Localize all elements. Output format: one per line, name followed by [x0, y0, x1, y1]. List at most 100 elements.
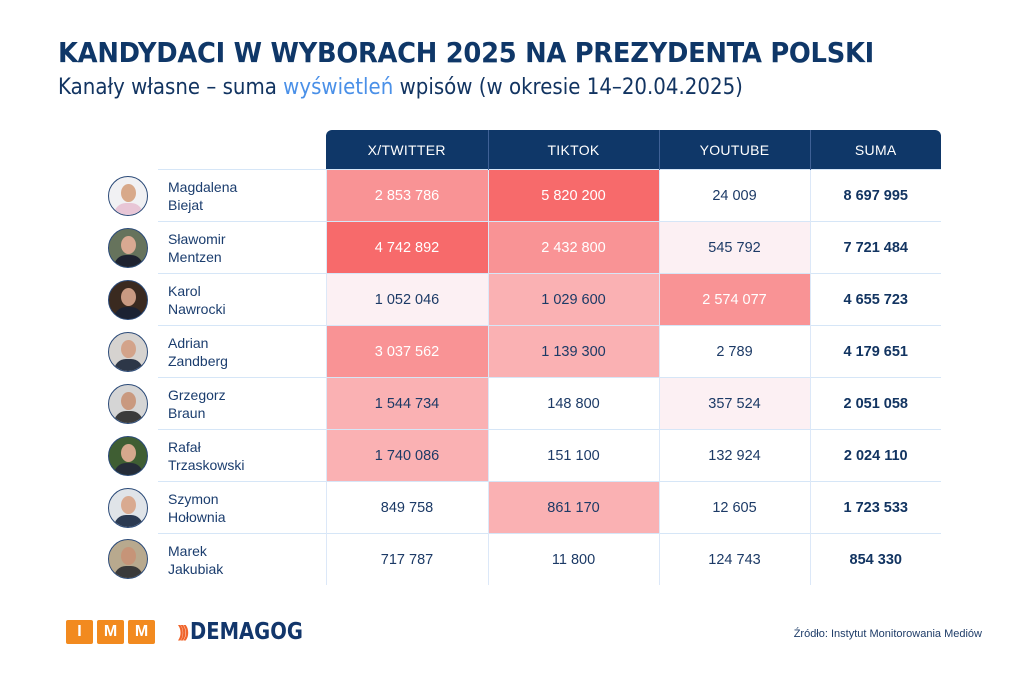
avatar-body-shape [114, 410, 143, 423]
table-row: Szymon Hołownia 849 758 861 170 12 605 1 723 … [98, 481, 941, 534]
cell-suma: 7 721 484 [809, 221, 941, 274]
cell-tiktok: 11 800 [487, 533, 659, 585]
sound-waves-icon: ))) [178, 622, 189, 641]
candidate-name: Marek Jakubiak [158, 533, 326, 585]
candidate-name: Szymon Hołownia [158, 481, 326, 534]
subtitle-accent: wyświetleń [283, 75, 394, 100]
avatar-body-shape [114, 566, 143, 579]
cell-tiktok: 1 139 300 [487, 325, 659, 378]
cell-tiktok: 2 432 800 [487, 221, 659, 274]
table-row: Karol Nawrocki 1 052 046 1 029 600 2 574 077… [98, 273, 941, 326]
column-header-youtube: YOUTUBE [658, 130, 810, 170]
cell-x-twitter: 4 742 892 [325, 221, 488, 274]
candidate-last-name: Zandberg [168, 352, 228, 369]
table-row: Sławomir Mentzen 4 742 892 2 432 800 545 792… [98, 221, 941, 274]
cell-suma: 2 024 110 [809, 429, 941, 482]
avatar-cell [98, 534, 158, 586]
candidate-first-name: Rafał [168, 438, 201, 455]
cell-x-twitter: 717 787 [325, 533, 488, 585]
avatar-body-shape [114, 306, 143, 319]
cell-suma: 4 655 723 [809, 273, 941, 326]
column-header-x-twitter: X/TWITTER [326, 130, 488, 170]
cell-tiktok: 148 800 [487, 377, 659, 430]
avatar-body-shape [114, 358, 143, 371]
candidate-name: Karol Nawrocki [158, 273, 326, 326]
avatar [108, 487, 148, 528]
avatar-cell [98, 274, 158, 326]
source-note: Źródło: Instytut Monitorowania Mediów [793, 628, 982, 640]
cell-x-twitter: 1 740 086 [325, 429, 488, 482]
cell-x-twitter: 849 758 [325, 481, 488, 534]
cell-tiktok: 5 820 200 [487, 169, 659, 222]
cell-youtube: 24 009 [658, 169, 810, 222]
candidate-last-name: Hołownia [168, 508, 226, 525]
avatar-body-shape [114, 462, 143, 475]
avatar-body-shape [114, 202, 143, 215]
table-header-row: X/TWITTER TIKTOK YOUTUBE SUMA [98, 130, 941, 170]
avatar-cell [98, 326, 158, 378]
avatar-cell [98, 378, 158, 430]
avatar-body-shape [114, 254, 143, 267]
cell-x-twitter: 1 052 046 [325, 273, 488, 326]
candidate-last-name: Trzaskowski [168, 456, 245, 473]
demagog-wordmark: DEMAGOG [189, 619, 303, 645]
avatar-cell [98, 430, 158, 482]
table-row: Grzegorz Braun 1 544 734 148 800 357 524 2 05… [98, 377, 941, 430]
avatar [108, 539, 148, 580]
candidate-last-name: Biejat [168, 196, 204, 213]
cell-x-twitter: 1 544 734 [325, 377, 488, 430]
avatar-head-shape [121, 287, 136, 306]
avatar [108, 331, 148, 372]
candidate-name: Sławomir Mentzen [158, 221, 326, 274]
cell-suma: 8 697 995 [809, 169, 941, 222]
views-table: X/TWITTER TIKTOK YOUTUBE SUMA Magdalena B… [98, 130, 941, 585]
column-header-suma: SUMA [809, 130, 941, 170]
candidate-first-name: Sławomir [168, 230, 226, 247]
cell-tiktok: 1 029 600 [487, 273, 659, 326]
candidate-last-name: Mentzen [168, 248, 222, 265]
cell-suma: 854 330 [809, 533, 941, 585]
candidate-first-name: Karol [168, 282, 201, 299]
cell-youtube: 2 574 077 [658, 273, 810, 326]
avatar [108, 227, 148, 268]
cell-youtube: 132 924 [658, 429, 810, 482]
avatar-head-shape [121, 495, 136, 514]
avatar-head-shape [121, 183, 136, 202]
cell-youtube: 545 792 [658, 221, 810, 274]
avatar-cell [98, 222, 158, 274]
avatar-head-shape [121, 339, 136, 358]
header-blank-name [158, 130, 326, 170]
imm-logo-letter: I [66, 620, 93, 644]
subtitle-text-after: wpisów (w okresie 14–20.04.2025) [393, 75, 743, 100]
avatar-cell [98, 170, 158, 222]
cell-youtube: 12 605 [658, 481, 810, 534]
header-blank-avatar [98, 130, 158, 170]
avatar [108, 279, 148, 320]
avatar-head-shape [121, 391, 136, 410]
cell-youtube: 357 524 [658, 377, 810, 430]
candidate-name: Magdalena Biejat [158, 169, 326, 222]
table-row: Marek Jakubiak 717 787 11 800 124 743 854 330 [98, 533, 941, 586]
subtitle-text-before: Kanały własne – suma [58, 75, 284, 100]
table-row: Rafał Trzaskowski 1 740 086 151 100 132 924 2… [98, 429, 941, 482]
candidate-name: Rafał Trzaskowski [158, 429, 326, 482]
cell-x-twitter: 3 037 562 [325, 325, 488, 378]
cell-youtube: 124 743 [658, 533, 810, 585]
cell-suma: 2 051 058 [809, 377, 941, 430]
table-row: Magdalena Biejat 2 853 786 5 820 200 24 009 8… [98, 169, 941, 222]
candidate-name: Grzegorz Braun [158, 377, 326, 430]
candidate-first-name: Magdalena [168, 178, 238, 195]
cell-x-twitter: 2 853 786 [325, 169, 488, 222]
avatar [108, 383, 148, 424]
candidate-name: Adrian Zandberg [158, 325, 326, 378]
cell-tiktok: 151 100 [487, 429, 659, 482]
avatar-body-shape [114, 514, 143, 527]
candidate-first-name: Szymon [168, 490, 219, 507]
cell-tiktok: 861 170 [487, 481, 659, 534]
candidate-first-name: Adrian [168, 334, 209, 351]
demagog-logo: ))) DEMAGOG [178, 619, 323, 645]
cell-youtube: 2 789 [658, 325, 810, 378]
imm-logo: I M M [66, 620, 155, 644]
candidate-first-name: Grzegorz [168, 386, 226, 403]
imm-logo-letter: M [128, 620, 155, 644]
